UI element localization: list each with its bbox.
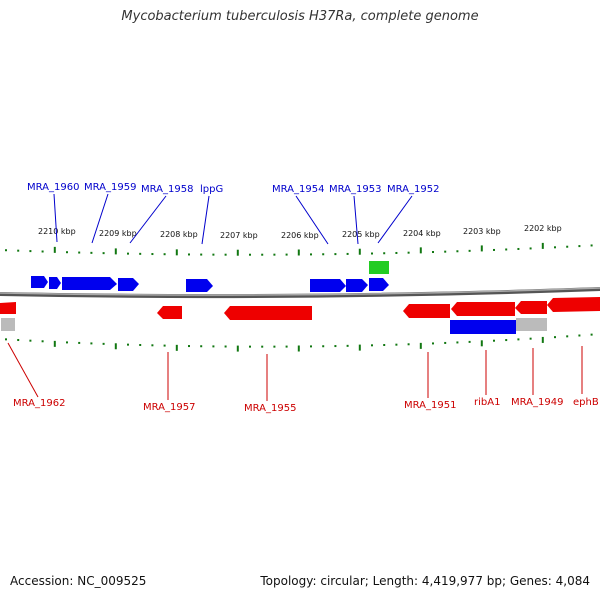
- gene-label-mra-1959[interactable]: MRA_1959: [84, 182, 136, 193]
- gene-arrow-fwd[interactable]: [346, 279, 368, 292]
- gene-label-ephb[interactable]: ephB: [573, 397, 599, 408]
- gene-arrow-rev[interactable]: [224, 306, 312, 320]
- scale-ticks-bottom: [5, 333, 593, 352]
- genome-title: Mycobacterium tuberculosis H37Ra, comple…: [121, 9, 479, 24]
- rna-feature[interactable]: [369, 261, 389, 274]
- genome-summary-text: Topology: circular; Length: 4,419,977 bp…: [260, 574, 590, 588]
- gene-label-lppg[interactable]: lppG: [200, 184, 223, 195]
- gene-arrow-rev[interactable]: [451, 302, 515, 316]
- gene-arrow-fwd[interactable]: [369, 278, 389, 291]
- scale-label-2204: 2204 kbp: [403, 229, 441, 238]
- scale-label-2205: 2205 kbp: [342, 230, 380, 239]
- reverse-genes: [0, 297, 600, 334]
- top-label-leaders: [53, 193, 413, 245]
- scale-label-2210: 2210 kbp: [38, 227, 76, 236]
- gene-arrow-fwd[interactable]: [31, 276, 48, 288]
- forward-genes: [31, 261, 389, 292]
- gene-arrow-fwd[interactable]: [49, 277, 61, 289]
- scale-ticks-top: [5, 242, 593, 256]
- scale-label-2209: 2209 kbp: [99, 229, 137, 238]
- gene-label-riba1[interactable]: ribA1: [474, 397, 500, 408]
- gene-label-mra-1949[interactable]: MRA_1949: [511, 397, 563, 408]
- gene-arrow-fwd[interactable]: [310, 279, 346, 292]
- gene-label-mra-1955[interactable]: MRA_1955: [244, 403, 296, 414]
- scale-label-2207: 2207 kbp: [220, 231, 258, 240]
- gene-arrow-rev[interactable]: [547, 297, 600, 312]
- genome-backbone-highlight: [0, 287, 600, 296]
- gene-label-mra-1952[interactable]: MRA_1952: [387, 184, 439, 195]
- scale-label-2208: 2208 kbp: [160, 230, 198, 239]
- gene-label-mra-1960[interactable]: MRA_1960: [27, 182, 79, 193]
- gene-label-mra-1957[interactable]: MRA_1957: [143, 402, 195, 413]
- accession-text: Accession: NC_009525: [10, 574, 147, 588]
- gene-arrow-rev[interactable]: [515, 301, 547, 314]
- gene-arrow-rev[interactable]: [0, 302, 16, 314]
- gene-label-mra-1962[interactable]: MRA_1962: [13, 398, 65, 409]
- gene-label-mra-1958[interactable]: MRA_1958: [141, 184, 193, 195]
- gene-arrow-rev[interactable]: [403, 304, 450, 318]
- pseudo-gene[interactable]: [516, 318, 547, 331]
- gene-label-mra-1951[interactable]: MRA_1951: [404, 400, 456, 411]
- gene-arrow-fwd[interactable]: [62, 277, 117, 290]
- gene-arrow-fwd[interactable]: [118, 278, 139, 291]
- gene-label-mra-1954[interactable]: MRA_1954: [272, 184, 324, 195]
- genome-backbone: [0, 287, 600, 299]
- gene-arrow-fwd[interactable]: [186, 279, 213, 292]
- gene-label-mra-1953[interactable]: MRA_1953: [329, 184, 381, 195]
- scale-label-2203: 2203 kbp: [463, 227, 501, 236]
- gene-arrow-rev[interactable]: [157, 306, 182, 319]
- bottom-label-leaders: [7, 342, 583, 401]
- scale-label-2202: 2202 kbp: [524, 224, 562, 233]
- scale-label-2206: 2206 kbp: [281, 231, 319, 240]
- gene-block-fwd[interactable]: [450, 320, 516, 334]
- pseudo-gene[interactable]: [1, 318, 15, 331]
